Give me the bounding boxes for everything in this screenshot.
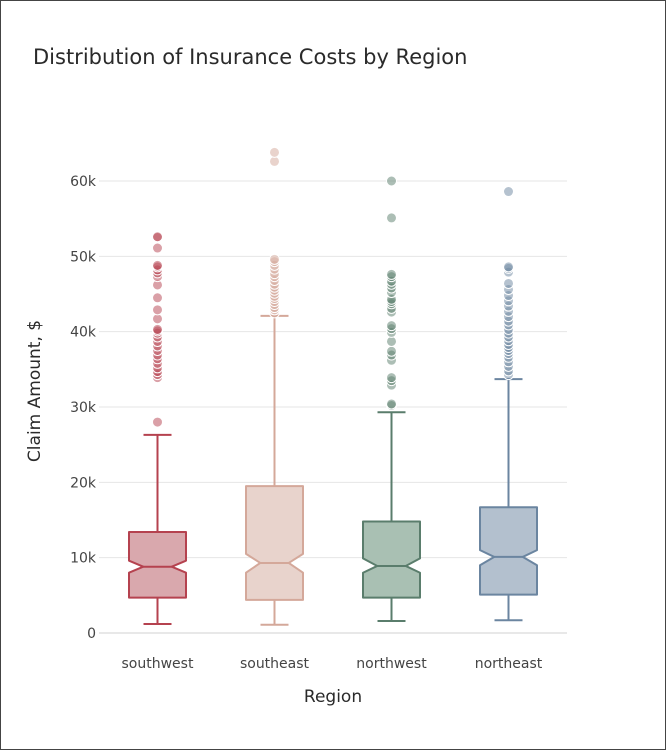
outlier-point [503,186,514,198]
x-tick-label: northwest [356,656,427,672]
box-body [128,531,187,599]
outlier-point [386,175,397,187]
y-tick-label: 10k [70,551,97,567]
x-tick-label: southeast [240,656,310,672]
y-tick-label: 30k [70,400,97,416]
x-tick-label: southwest [122,656,194,672]
outlier-point [152,304,163,316]
box-body [479,506,538,596]
chart-title: Distribution of Insurance Costs by Regio… [33,45,467,69]
y-tick-label: 60k [70,174,97,190]
outlier-point [386,335,397,347]
outlier-point [386,398,397,410]
outlier-point [152,259,163,271]
outlier-point [503,261,514,273]
box-body [245,485,304,601]
outlier-point [386,372,397,384]
box-body [362,520,421,599]
outlier-point [152,416,163,428]
outlier-point [386,268,397,280]
box-northeast [479,186,538,622]
y-axis-title: Claim Amount, $ [25,320,45,462]
outlier-point [152,242,163,254]
outlier-point [386,345,397,357]
outlier-point [152,231,163,243]
boxes [128,146,538,626]
outlier-point [269,155,280,167]
y-axis-ticks: 0 10k 20k 30k 40k 50k 60k [70,174,97,642]
x-tick-label: northeast [475,656,543,672]
outlier-point [269,146,280,158]
y-tick-label: 0 [87,626,96,642]
outlier-point [503,277,514,289]
box-southeast [245,146,304,626]
outlier-point [386,320,397,332]
outlier-point [152,323,163,335]
outlier-point [386,212,397,224]
outlier-point [152,292,163,304]
outlier-point [152,313,163,325]
y-tick-label: 40k [70,325,97,341]
y-tick-label: 20k [70,475,97,491]
box-northwest [362,175,421,622]
x-axis-title: Region [304,687,362,707]
y-tick-label: 50k [70,249,97,265]
x-axis-ticks: southwest southeast northwest northeast [122,656,543,672]
box-southwest [128,231,187,625]
outlier-point [269,253,280,265]
